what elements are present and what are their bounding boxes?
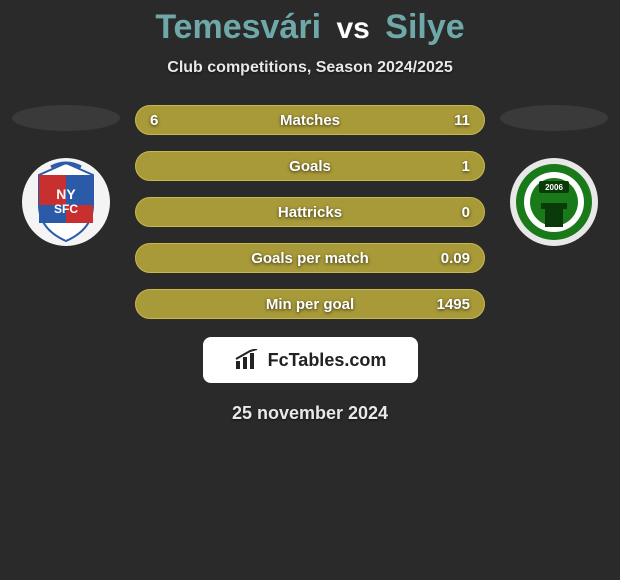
svg-text:2006: 2006: [545, 183, 563, 192]
player2-name: Silye: [385, 8, 464, 46]
chart-icon: [234, 349, 262, 371]
svg-text:SFC: SFC: [54, 202, 78, 216]
stat-right-value: 1495: [437, 296, 470, 313]
right-ellipse: [500, 105, 608, 131]
crest-left-icon: NY SFC: [21, 157, 111, 247]
svg-text:NY: NY: [56, 186, 76, 202]
brand-badge[interactable]: FcTables.com: [203, 337, 418, 383]
stat-right-value: 0: [462, 204, 470, 221]
stat-label: Goals per match: [251, 250, 369, 267]
left-side: NY SFC: [11, 105, 121, 247]
stat-label: Hattricks: [278, 204, 342, 221]
main-row: NY SFC 6 Matches 11 Goals 1 Hattricks 0: [0, 105, 620, 319]
stat-bar: Min per goal 1495: [135, 289, 485, 319]
stat-left-value: 6: [150, 112, 158, 129]
subtitle: Club competitions, Season 2024/2025: [0, 59, 620, 77]
title-row: Temesvári vs Silye: [0, 8, 620, 47]
stat-bar: Goals per match 0.09: [135, 243, 485, 273]
stat-right-value: 0.09: [441, 250, 470, 267]
right-crest: 2006: [509, 157, 599, 247]
player1-name: Temesvári: [155, 8, 321, 46]
stat-label: Goals: [289, 158, 331, 175]
stat-label: Min per goal: [266, 296, 354, 313]
left-ellipse: [12, 105, 120, 131]
brand-text: FcTables.com: [268, 350, 387, 371]
left-crest: NY SFC: [21, 157, 111, 247]
stat-bar: 6 Matches 11: [135, 105, 485, 135]
stat-right-value: 11: [454, 112, 470, 129]
stat-right-value: 1: [462, 158, 470, 175]
right-side: 2006: [499, 105, 609, 247]
stat-bars: 6 Matches 11 Goals 1 Hattricks 0 Goals p…: [135, 105, 485, 319]
date-text: 25 november 2024: [0, 403, 620, 424]
crest-right-icon: 2006: [509, 157, 599, 247]
vs-text: vs: [336, 12, 369, 45]
stat-bar: Hattricks 0: [135, 197, 485, 227]
stat-label: Matches: [280, 112, 340, 129]
stat-bar: Goals 1: [135, 151, 485, 181]
comparison-card: Temesvári vs Silye Club competitions, Se…: [0, 0, 620, 424]
